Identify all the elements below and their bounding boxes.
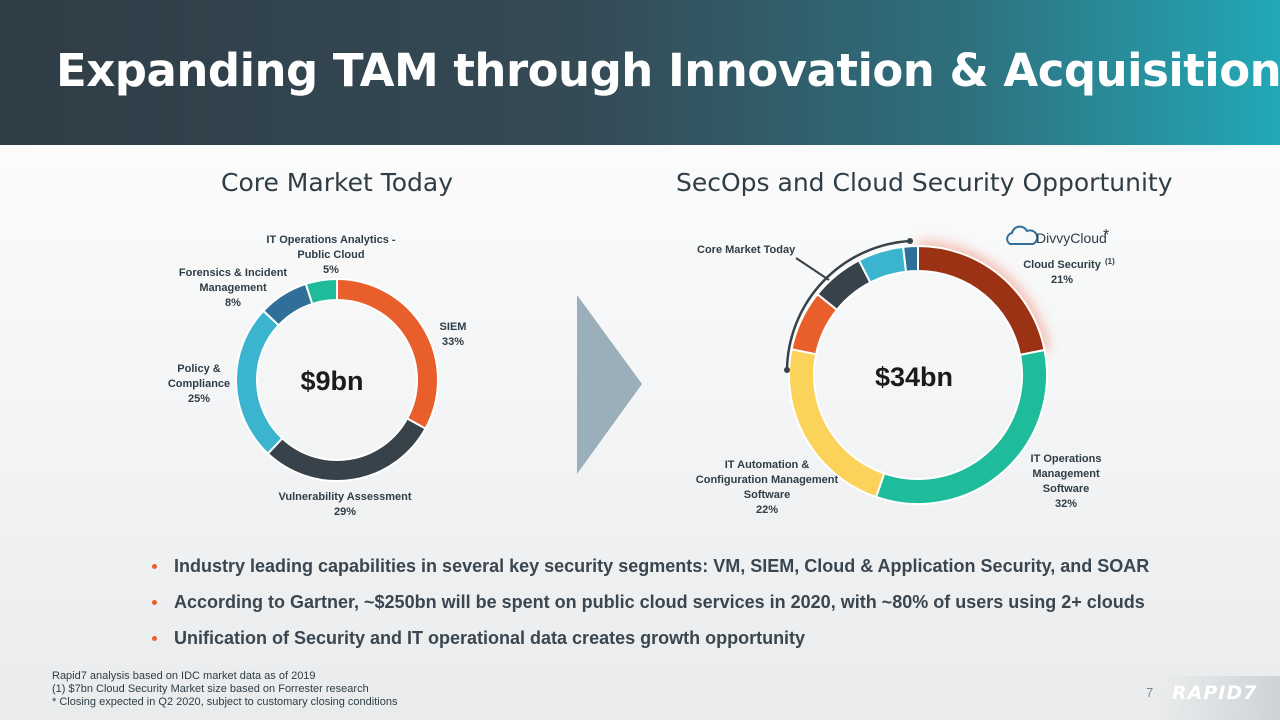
bullet-dot-icon	[152, 600, 157, 605]
transition-arrow	[577, 295, 642, 474]
opportunity-total: $34bn	[875, 362, 953, 392]
svg-text:Forensics & Incident: Forensics & Incident	[179, 267, 288, 279]
svg-text:29%: 29%	[334, 506, 356, 518]
svg-text:5%: 5%	[323, 264, 339, 276]
slice-label-itom: IT Operations Management Software 32%	[1031, 453, 1102, 510]
logo-backdrop	[1160, 676, 1280, 720]
svg-text:33%: 33%	[442, 336, 464, 348]
page-title: Expanding TAM through Innovation & Acqui…	[56, 44, 1280, 97]
rapid7-logo: RAPID7	[1172, 682, 1258, 704]
svg-text:Cloud Security: Cloud Security	[1023, 259, 1102, 271]
slice-label-itac: IT Automation & Configuration Management…	[696, 459, 839, 516]
svg-text:SIEM: SIEM	[440, 321, 467, 333]
svg-text:(1): (1)	[1105, 257, 1115, 266]
svg-text:Configuration Management: Configuration Management	[696, 474, 839, 486]
svg-text:IT Operations: IT Operations	[1031, 453, 1102, 465]
svg-text:IT Operations Analytics -: IT Operations Analytics -	[266, 234, 396, 246]
svg-text:IT Automation &: IT Automation &	[725, 459, 810, 471]
svg-text:*: *	[1103, 227, 1109, 244]
footnotes: Rapid7 analysis based on IDC market data…	[52, 670, 397, 709]
core-market-slice-3	[261, 282, 314, 327]
svg-text:Public Cloud: Public Cloud	[297, 249, 364, 261]
opportunity-slice-6	[902, 244, 919, 273]
cloud-icon	[1006, 225, 1039, 245]
bullet-item: Industry leading capabilities in several…	[148, 552, 1208, 588]
footnote: (1) $7bn Cloud Security Market size base…	[52, 683, 369, 695]
core-market-title: Core Market Today	[221, 168, 453, 197]
svg-text:25%: 25%	[188, 393, 210, 405]
svg-text:Management: Management	[1032, 468, 1100, 480]
core-market-slice-2	[235, 309, 284, 456]
bracket-label: Core Market Today	[697, 244, 796, 256]
core-market-total: $9bn	[300, 366, 363, 396]
svg-text:8%: 8%	[225, 297, 241, 309]
footnote: Rapid7 analysis based on IDC market data…	[52, 670, 316, 682]
footnote: * Closing expected in Q2 2020, subject t…	[52, 696, 398, 708]
slice-label-policy: Policy & Compliance 25%	[168, 363, 230, 405]
slice-label-itoa: IT Operations Analytics - Public Cloud 5…	[266, 234, 396, 276]
core-market-slice-4	[304, 277, 338, 306]
svg-text:Software: Software	[1043, 483, 1089, 495]
svg-text:DivvyCloud: DivvyCloud	[1036, 230, 1107, 246]
slice-label-siem: SIEM 33%	[440, 321, 467, 348]
bullet-dot-icon	[152, 564, 157, 569]
svg-text:22%: 22%	[756, 504, 778, 516]
bullet-item: According to Gartner, ~$250bn will be sp…	[148, 588, 1208, 624]
key-points-list: Industry leading capabilities in several…	[148, 552, 1208, 660]
svg-text:21%: 21%	[1051, 274, 1073, 286]
bullet-item: Unification of Security and IT operation…	[148, 624, 1208, 660]
bullet-dot-icon	[152, 636, 157, 641]
svg-text:32%: 32%	[1055, 498, 1077, 510]
core-market-bracket: Core Market Today	[697, 238, 913, 373]
svg-text:Vulnerability Assessment: Vulnerability Assessment	[278, 491, 411, 503]
svg-text:Compliance: Compliance	[168, 378, 230, 390]
core-market-slice-1	[266, 417, 427, 482]
svg-text:Software: Software	[744, 489, 790, 501]
title-banner: Expanding TAM through Innovation & Acqui…	[0, 0, 1280, 145]
page-number: 7	[1146, 685, 1154, 700]
opportunity-title: SecOps and Cloud Security Opportunity	[676, 168, 1173, 197]
core-market-donut	[235, 277, 439, 482]
slice-label-cloud-security: Cloud Security (1) 21%	[1023, 257, 1115, 286]
svg-text:Policy &: Policy &	[177, 363, 220, 375]
core-market-slice-0	[336, 277, 439, 431]
divvycloud-logo: DivvyCloud *	[1006, 225, 1109, 246]
opportunity-donut	[788, 242, 1049, 505]
slice-label-forensics: Forensics & Incident Management 8%	[179, 267, 288, 309]
svg-text:Management: Management	[199, 282, 267, 294]
slice-label-vulnerability: Vulnerability Assessment 29%	[278, 491, 411, 518]
